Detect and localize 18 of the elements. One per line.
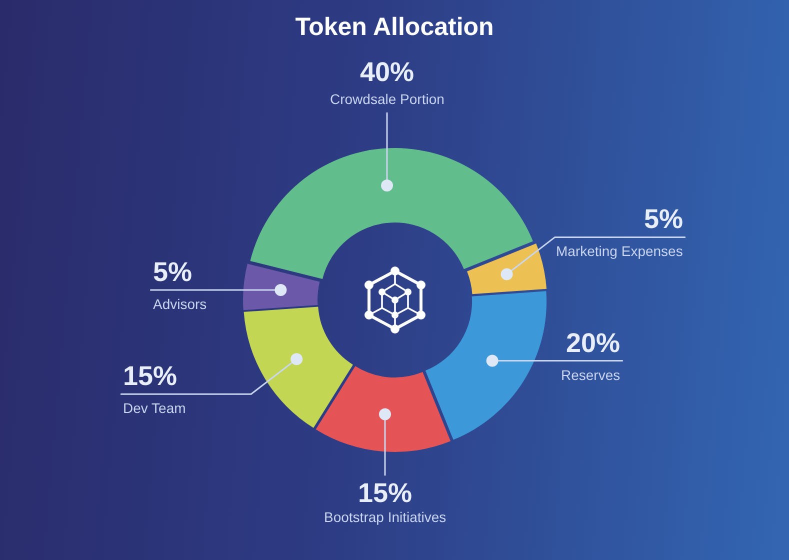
slice-label: Marketing Expenses xyxy=(556,243,683,259)
data-label: 5% xyxy=(644,204,684,234)
data-label: 15% xyxy=(358,478,412,508)
donut-slice xyxy=(244,306,353,428)
data-label: 40% xyxy=(360,57,414,87)
slice-label: Bootstrap Initiatives xyxy=(324,509,446,525)
data-label: 5% xyxy=(153,257,192,287)
donut-slice xyxy=(243,264,320,310)
donut-slice xyxy=(425,291,546,440)
slice-label: Crowdsale Portion xyxy=(330,91,444,107)
slice-label: Reserves xyxy=(561,367,620,383)
donut-slice xyxy=(466,244,547,294)
data-label: 15% xyxy=(123,361,178,391)
data-label: 20% xyxy=(566,328,620,358)
slice-label: Advisors xyxy=(153,296,207,312)
slice-label: Dev Team xyxy=(123,400,186,416)
donut-slice xyxy=(316,366,451,452)
chart-title: Token Allocation xyxy=(295,12,494,41)
